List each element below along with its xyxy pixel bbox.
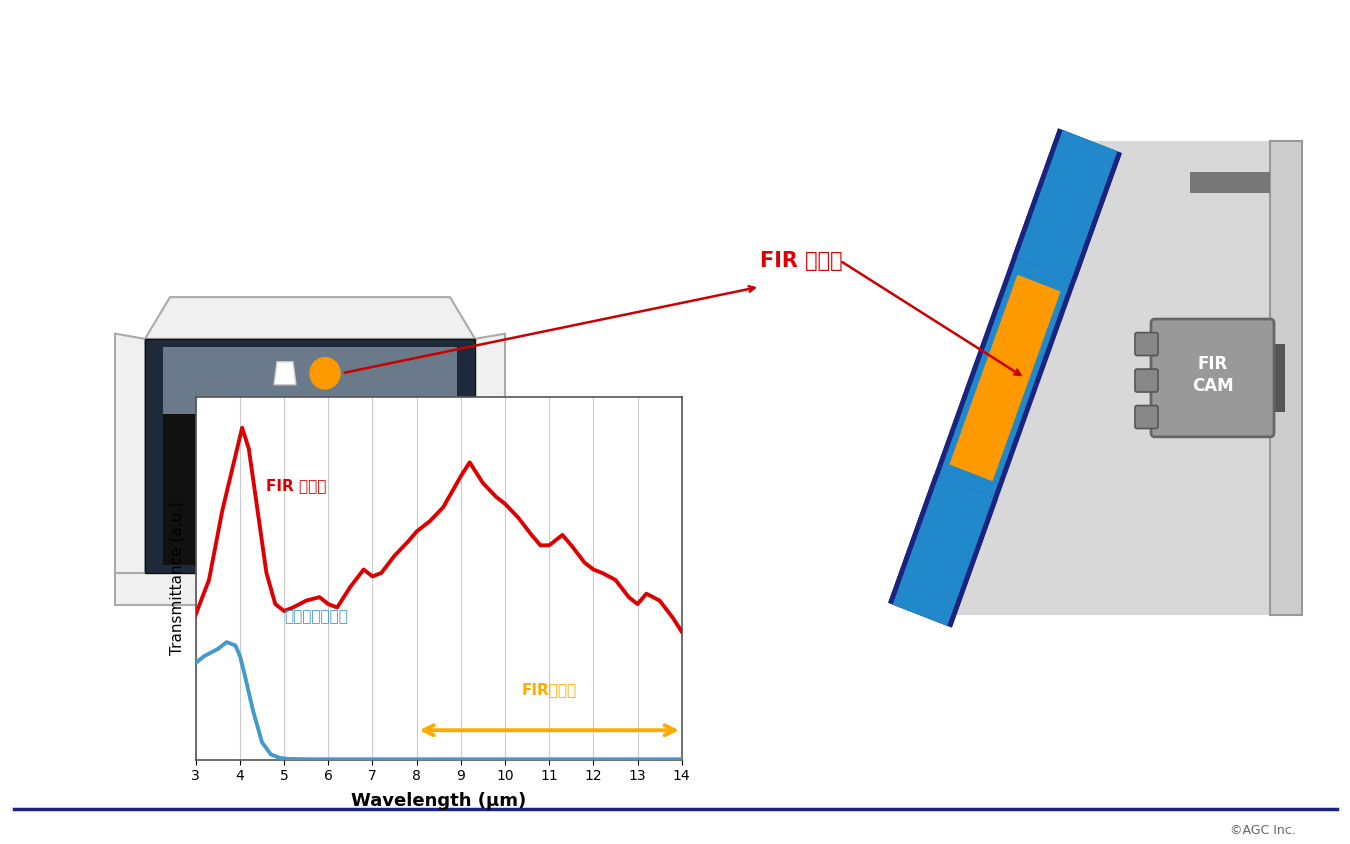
Text: FIR 透過窓: FIR 透過窓 <box>266 478 327 493</box>
FancyBboxPatch shape <box>1135 333 1158 355</box>
Polygon shape <box>949 274 1061 481</box>
FancyBboxPatch shape <box>1152 319 1274 437</box>
Polygon shape <box>1012 128 1122 281</box>
X-axis label: Wavelength (μm): Wavelength (μm) <box>351 792 526 809</box>
Polygon shape <box>919 141 1300 615</box>
Polygon shape <box>115 333 144 594</box>
Polygon shape <box>144 338 475 573</box>
Polygon shape <box>888 474 998 628</box>
Polygon shape <box>1017 130 1118 279</box>
Polygon shape <box>1017 130 1118 279</box>
Polygon shape <box>163 414 458 565</box>
Text: FIR波長帯: FIR波長帯 <box>521 683 576 697</box>
Text: フロントガラス: フロントガラス <box>284 609 348 625</box>
Polygon shape <box>892 477 994 625</box>
Polygon shape <box>892 477 994 625</box>
Polygon shape <box>475 333 505 594</box>
Text: ©AGC Inc.: ©AGC Inc. <box>1230 824 1296 836</box>
Text: AGC: AGC <box>1216 21 1308 59</box>
Text: FIR
CAM: FIR CAM <box>1192 354 1234 395</box>
Polygon shape <box>144 297 475 338</box>
Polygon shape <box>274 362 296 385</box>
Polygon shape <box>892 130 1118 625</box>
Polygon shape <box>888 128 1122 628</box>
Polygon shape <box>270 414 350 466</box>
Bar <box>1270 344 1285 412</box>
Text: FIR 透過窓: FIR 透過窓 <box>760 251 842 271</box>
Bar <box>1270 141 1301 615</box>
FancyBboxPatch shape <box>1135 406 1158 429</box>
Text: FIR透過窓の必要性（フロントガラスはFIR波長帯の光を通さない）: FIR透過窓の必要性（フロントガラスはFIR波長帯の光を通さない） <box>24 31 549 57</box>
Polygon shape <box>1189 172 1270 193</box>
Bar <box>115 573 505 604</box>
Text: Your Dreams, Our Challenge: Your Dreams, Our Challenge <box>1193 68 1331 78</box>
Polygon shape <box>163 347 458 565</box>
Circle shape <box>310 358 340 389</box>
Y-axis label: Transmittance (a.u.): Transmittance (a.u.) <box>170 501 185 655</box>
FancyBboxPatch shape <box>1135 369 1158 392</box>
